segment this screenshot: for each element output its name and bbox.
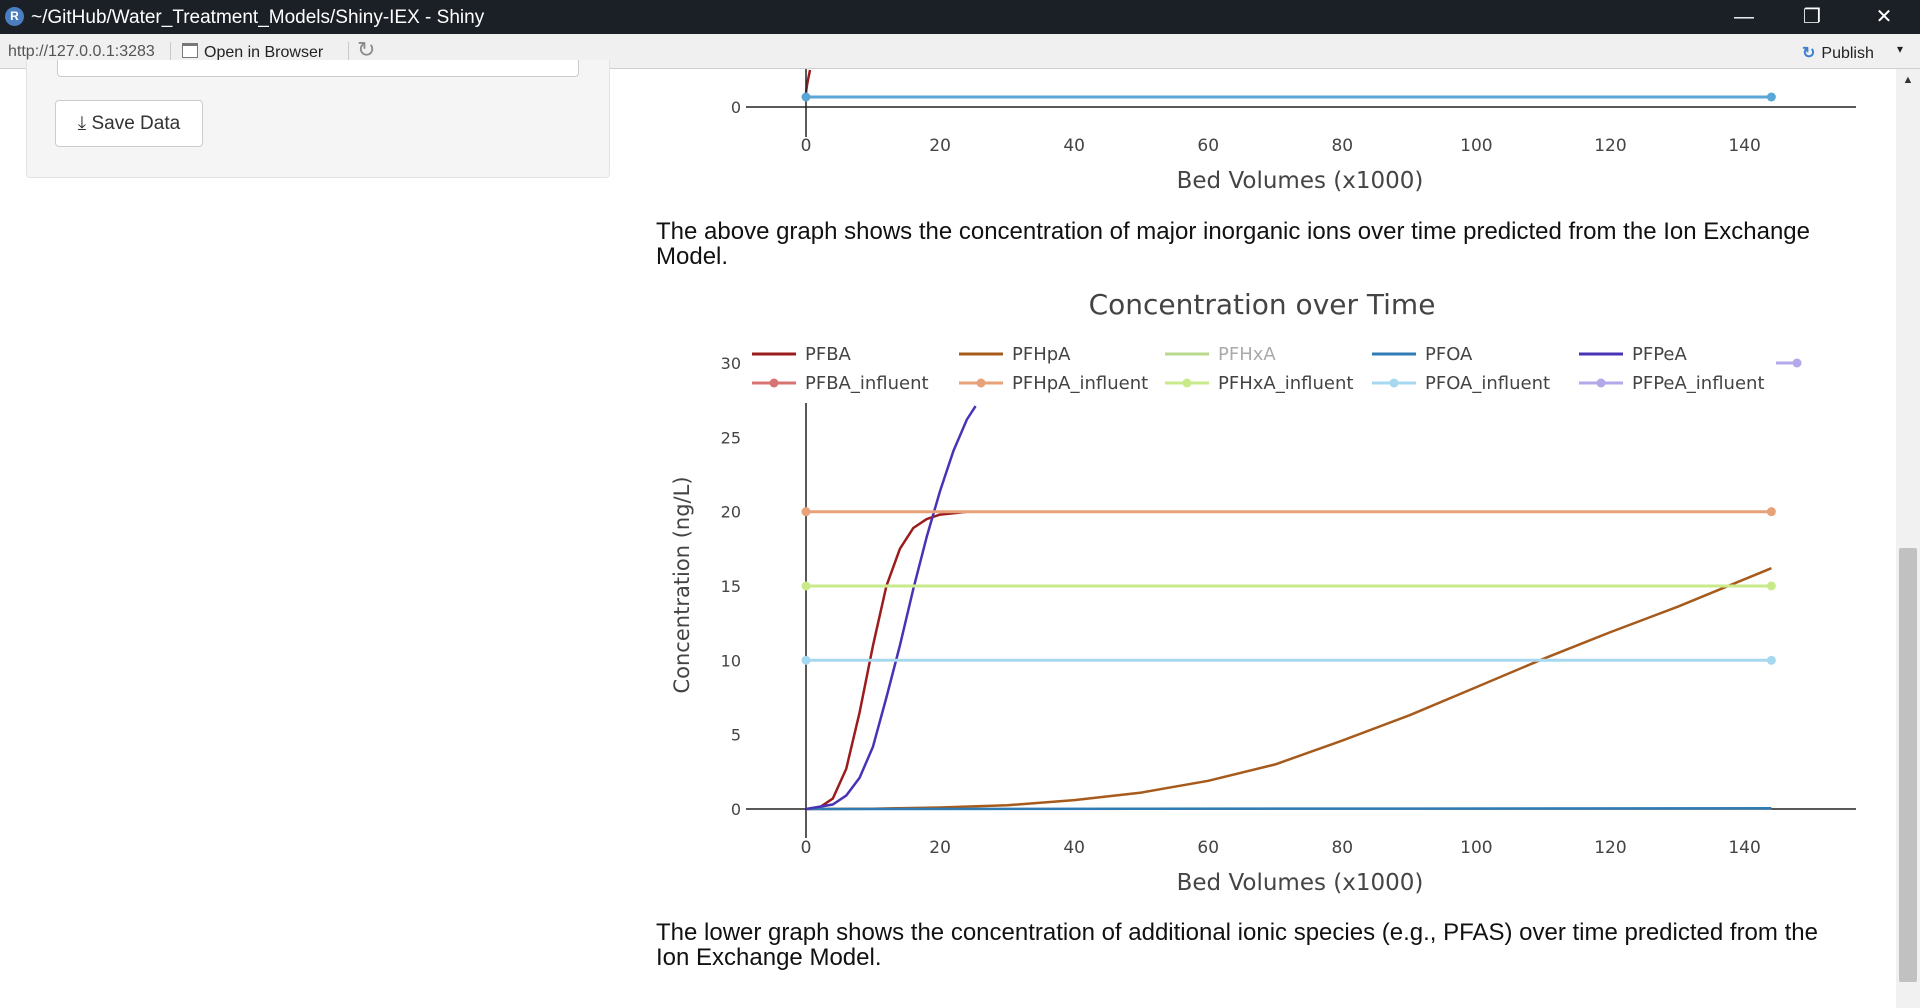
series-line-pfoa bbox=[805, 807, 1772, 811]
upper-x-tick-label: 140 bbox=[1728, 136, 1760, 156]
publish-label: Publish bbox=[1821, 45, 1874, 62]
series-marker-pfoa_influent bbox=[1766, 655, 1776, 665]
publish-button[interactable]: ↻ Publish bbox=[1802, 43, 1874, 63]
lower-x-axis-title: Bed Volumes (x1000) bbox=[1177, 870, 1424, 896]
sidebar-input-field[interactable] bbox=[57, 60, 579, 77]
legend-label-pfhpa_influent: PFHpA_influent bbox=[1012, 373, 1148, 394]
upper-y-tick-label: 0 bbox=[731, 98, 741, 117]
scrollbar-thumb[interactable] bbox=[1899, 548, 1917, 982]
legend-label-pfba: PFBA bbox=[805, 344, 852, 365]
lower-x-tick-label: 60 bbox=[1197, 838, 1219, 858]
save-data-button[interactable]: ⤓ Save Data bbox=[55, 100, 203, 147]
refresh-icon[interactable]: ↻ bbox=[357, 37, 376, 62]
lower-series-group bbox=[801, 405, 1776, 811]
series-line-pfhpa bbox=[805, 567, 1772, 811]
save-data-label: Save Data bbox=[91, 113, 181, 134]
legend-overflow-marker bbox=[1792, 358, 1802, 368]
window-title: ~/GitHub/Water_Treatment_Models/Shiny-IE… bbox=[31, 7, 485, 28]
legend-marker-pfba_influent bbox=[769, 378, 779, 388]
upper-x-tick-label: 20 bbox=[929, 136, 951, 156]
close-button[interactable]: ✕ bbox=[1875, 6, 1893, 28]
scroll-up-arrow-icon[interactable]: ▲ bbox=[1902, 74, 1914, 86]
series-marker-pfhpa_influent bbox=[801, 507, 811, 517]
sidebar-panel: ⤓ Save Data bbox=[26, 60, 610, 178]
lower-chart-title: Concentration over Time bbox=[1089, 288, 1436, 321]
window-titlebar: R ~/GitHub/Water_Treatment_Models/Shiny-… bbox=[0, 0, 1920, 34]
legend-label-pfoa: PFOA bbox=[1425, 344, 1473, 365]
r-logo-icon: R bbox=[5, 7, 24, 26]
lower-y-tick-label: 25 bbox=[721, 428, 741, 447]
lower-y-tick-label: 30 bbox=[721, 354, 741, 373]
legend-marker-pfhpa_influent bbox=[976, 378, 986, 388]
toolbar-divider bbox=[348, 42, 349, 62]
upper-x-tick-label: 60 bbox=[1197, 136, 1219, 156]
legend-label-pfhxa_influent: PFHxA_influent bbox=[1218, 373, 1353, 394]
legend-marker-pfpea_influent bbox=[1596, 378, 1606, 388]
lower-y-tick-label: 0 bbox=[731, 800, 741, 819]
upper-series-marker bbox=[1766, 92, 1776, 102]
lower-x-tick-label: 100 bbox=[1460, 838, 1492, 858]
restore-button[interactable]: ❐ bbox=[1803, 6, 1821, 28]
legend-label-pfhpa: PFHpA bbox=[1012, 344, 1071, 365]
lower-x-tick-label: 120 bbox=[1594, 838, 1626, 858]
lower-y-tick-label: 15 bbox=[721, 577, 741, 596]
legend-label-pfba_influent: PFBA_influent bbox=[805, 373, 929, 394]
window-icon bbox=[182, 43, 198, 58]
lower-x-tick-label: 0 bbox=[801, 838, 812, 858]
publish-icon: ↻ bbox=[1802, 45, 1816, 62]
open-in-browser-label: Open in Browser bbox=[204, 44, 324, 61]
upper-x-tick-label: 120 bbox=[1594, 136, 1626, 156]
legend-label-pfpea_influent: PFPeA_influent bbox=[1632, 373, 1765, 394]
lower-y-tick-label: 5 bbox=[731, 726, 741, 745]
lower-x-tick-label: 80 bbox=[1331, 838, 1353, 858]
lower-y-tick-label: 10 bbox=[721, 651, 741, 670]
legend-marker-pfoa_influent bbox=[1389, 378, 1399, 388]
series-marker-pfhxa_influent bbox=[801, 581, 811, 591]
minimize-button[interactable]: — bbox=[1734, 6, 1754, 28]
lower-x-tick-label: 20 bbox=[929, 838, 951, 858]
upper-x-axis-title: Bed Volumes (x1000) bbox=[1177, 168, 1424, 194]
download-icon: ⤓ bbox=[77, 113, 87, 134]
upper-x-tick-label: 100 bbox=[1460, 136, 1492, 156]
series-line-pfpea bbox=[805, 405, 977, 811]
toolbar-divider bbox=[170, 42, 171, 62]
lower-x-tick-label: 140 bbox=[1728, 838, 1760, 858]
series-marker-pfhpa_influent bbox=[1766, 507, 1776, 517]
legend-label-pfpea: PFPeA bbox=[1632, 344, 1687, 365]
upper-series-marker bbox=[801, 92, 811, 102]
lower-y-axis-title: Concentration (ng/L) bbox=[670, 476, 694, 693]
series-marker-pfhxa_influent bbox=[1766, 581, 1776, 591]
legend-label-pfhxa: PFHxA bbox=[1218, 344, 1276, 365]
upper-chart-caption: The above graph shows the concentration … bbox=[656, 218, 1810, 270]
upper-x-tick-label: 80 bbox=[1331, 136, 1353, 156]
series-marker-pfoa_influent bbox=[801, 655, 811, 665]
legend-marker-pfhxa_influent bbox=[1182, 378, 1192, 388]
lower-chart-caption: The lower graph shows the concentration … bbox=[656, 919, 1818, 971]
upper-x-tick-label: 0 bbox=[801, 136, 812, 156]
open-in-browser-button[interactable]: Open in Browser bbox=[182, 43, 323, 62]
lower-x-tick-label: 40 bbox=[1063, 838, 1085, 858]
upper-x-tick-label: 40 bbox=[1063, 136, 1085, 156]
url-text: http://127.0.0.1:3283 bbox=[8, 43, 155, 60]
legend-label-pfoa_influent: PFOA_influent bbox=[1425, 373, 1550, 394]
lower-y-tick-label: 20 bbox=[721, 503, 741, 522]
publish-dropdown-icon[interactable]: ▾ bbox=[1897, 42, 1904, 56]
